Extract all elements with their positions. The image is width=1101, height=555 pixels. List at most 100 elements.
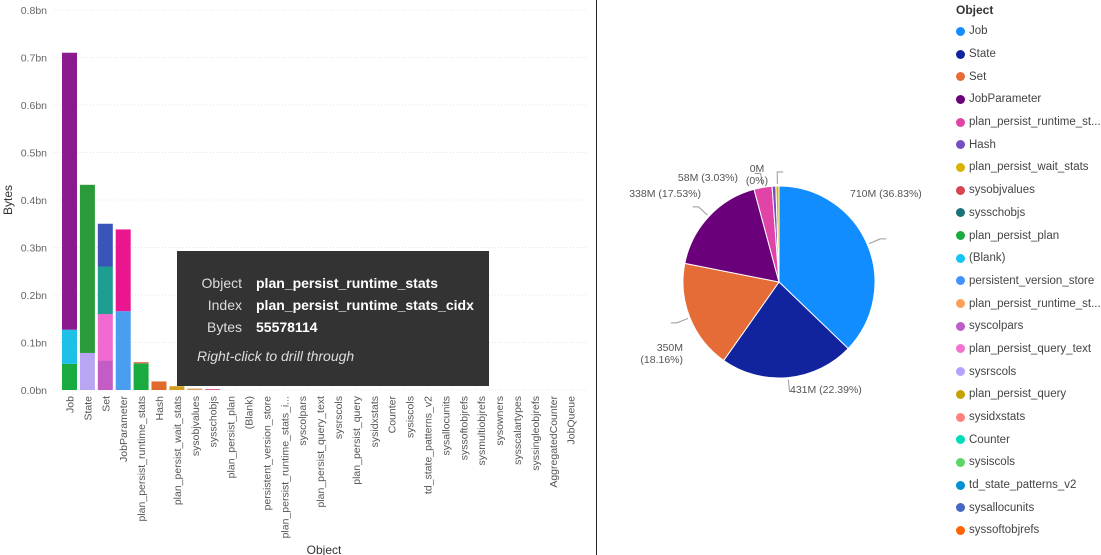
chart-tooltip: Object plan_persist_runtime_stats Index …	[177, 251, 489, 386]
tooltip-index-value: plan_persist_runtime_stats_cidx	[256, 297, 474, 313]
legend-label: sysschobjs	[969, 206, 1026, 219]
legend-label: Job	[969, 25, 988, 38]
x-tick-label: sysschobjs	[208, 396, 220, 447]
legend-item[interactable]: Job	[956, 20, 1101, 43]
legend-item[interactable]: sysidxstats	[956, 406, 1101, 429]
bar-segment	[205, 389, 221, 390]
pie-slice	[684, 188, 780, 283]
legend-color-dot	[956, 140, 965, 150]
pie-data-label: 431M (22.39%)	[790, 384, 862, 396]
legend-item[interactable]: State	[956, 43, 1101, 66]
legend-item[interactable]: JobParameter	[956, 88, 1101, 111]
legend-item[interactable]: plan_persist_wait_stats	[956, 156, 1101, 179]
pie-leader-line	[868, 238, 887, 245]
legend-color-dot	[956, 49, 965, 59]
y-tick-label: 0.4bn	[21, 195, 47, 207]
legend-color-dot	[956, 435, 965, 445]
y-tick-label: 0.1bn	[21, 338, 47, 350]
x-tick-label: plan_persist_query	[351, 395, 363, 484]
pie-slice	[775, 185, 780, 283]
y-tick-label: 0.2bn	[21, 290, 47, 302]
tooltip-bytes-row: Bytes 55578114	[177, 317, 489, 337]
tooltip-index-key: Index	[207, 297, 242, 313]
legend-item[interactable]: plan_persist_runtime_st...	[956, 292, 1101, 315]
legend-label: plan_persist_plan	[969, 229, 1060, 242]
legend-label: plan_persist_query_text	[969, 342, 1092, 355]
bar-segment	[97, 314, 113, 361]
legend-item[interactable]: Set	[956, 65, 1101, 88]
x-tick-label: sysscalartypes	[512, 396, 524, 465]
pie-data-label: 350M (18.16%)	[640, 342, 683, 366]
legend-color-dot	[956, 457, 965, 467]
x-tick-label: JobQueue	[566, 396, 578, 445]
legend-label: Set	[969, 70, 987, 83]
pie-data-label: 0M (0%)	[746, 163, 768, 187]
legend-color-dot	[956, 72, 965, 82]
legend-label: plan_persist_query	[969, 388, 1067, 401]
bar-segment	[169, 386, 185, 390]
x-tick-label: plan_persist_plan	[226, 396, 238, 478]
bar-segment	[115, 229, 131, 312]
bar-segment	[187, 388, 203, 390]
legend-color-dot	[956, 367, 965, 377]
legend-label: Counter	[969, 433, 1010, 446]
bar-segment	[133, 361, 149, 364]
x-tick-label: sysobjvalues	[190, 396, 202, 456]
x-tick-label: syscolpars	[297, 396, 309, 446]
y-tick-label: 0.5bn	[21, 148, 47, 160]
y-tick-label: 0.0bn	[21, 385, 47, 397]
legend-label: sysiscols	[969, 456, 1016, 469]
legend-item[interactable]: sysallocunits	[956, 496, 1101, 519]
legend-item[interactable]: (Blank)	[956, 247, 1101, 270]
bar-segment	[62, 52, 77, 330]
legend-item[interactable]: persistent_version_store	[956, 270, 1101, 293]
legend-color-dot	[956, 276, 965, 286]
pie-data-label: 710M (36.83%)	[850, 188, 922, 200]
legend-item[interactable]: plan_persist_query	[956, 383, 1101, 406]
legend-item[interactable]: Hash	[956, 133, 1101, 156]
pie-leader-line	[787, 379, 796, 392]
legend-item[interactable]: sysrscols	[956, 360, 1101, 383]
x-tick-label: AggregatedCounter	[548, 396, 560, 488]
legend-color-dot	[956, 231, 965, 241]
legend-item[interactable]: syssoftobjrefs	[956, 519, 1101, 542]
legend-color-dot	[956, 321, 965, 331]
bar-segment	[115, 311, 131, 390]
legend-color-dot	[956, 94, 965, 104]
legend-item[interactable]: Counter	[956, 428, 1101, 451]
legend-color-dot	[956, 117, 965, 127]
legend-item[interactable]: td_state_patterns_v2	[956, 474, 1101, 497]
bar-segment	[62, 363, 77, 390]
x-tick-label: syssoftobjrefs	[458, 396, 470, 460]
x-tick-label: JobParameter	[118, 396, 130, 462]
legend-label: plan_persist_runtime_st...	[969, 297, 1101, 310]
legend-item[interactable]: plan_persist_query_text	[956, 338, 1101, 361]
tooltip-bytes-value: 55578114	[256, 319, 318, 335]
legend-item[interactable]: plan_persist_runtime_st...	[956, 111, 1101, 134]
tooltip-drill-hint: Right-click to drill through	[197, 348, 355, 364]
tooltip-index-row: Index plan_persist_runtime_stats_cidx	[177, 295, 489, 315]
legend-item[interactable]: syscolpars	[956, 315, 1101, 338]
legend-item[interactable]: sysschobjs	[956, 202, 1101, 225]
legend-item[interactable]: plan_persist_plan	[956, 224, 1101, 247]
legend-color-dot	[956, 253, 965, 263]
panel-divider	[596, 0, 597, 555]
legend-item[interactable]: sysiscols	[956, 451, 1101, 474]
bar-segment	[62, 329, 77, 364]
pie-slice	[778, 185, 876, 350]
legend-label: sysobjvalues	[969, 184, 1035, 197]
pie-slice	[682, 262, 780, 362]
x-tick-label: Job	[65, 396, 77, 413]
legend-label: sysallocunits	[969, 501, 1035, 514]
legend-item[interactable]: sysobjvalues	[956, 179, 1101, 202]
x-tick-label: plan_persist_wait_stats	[172, 396, 184, 505]
legend-label: Hash	[969, 138, 996, 151]
pie-chart: 710M (36.83%) 431M (22.39%) 350M (18.16%) 33…	[629, 163, 922, 396]
tooltip-object-key: Object	[201, 275, 242, 291]
legend-label: persistent_version_store	[969, 274, 1095, 287]
legend-color-dot	[956, 412, 965, 422]
pie-leader-line	[670, 317, 689, 324]
legend-label: plan_persist_wait_stats	[969, 161, 1089, 174]
y-tick-label: 0.8bn	[21, 5, 47, 17]
x-tick-label: plan_persist_runtime_stats_i...	[279, 396, 291, 538]
